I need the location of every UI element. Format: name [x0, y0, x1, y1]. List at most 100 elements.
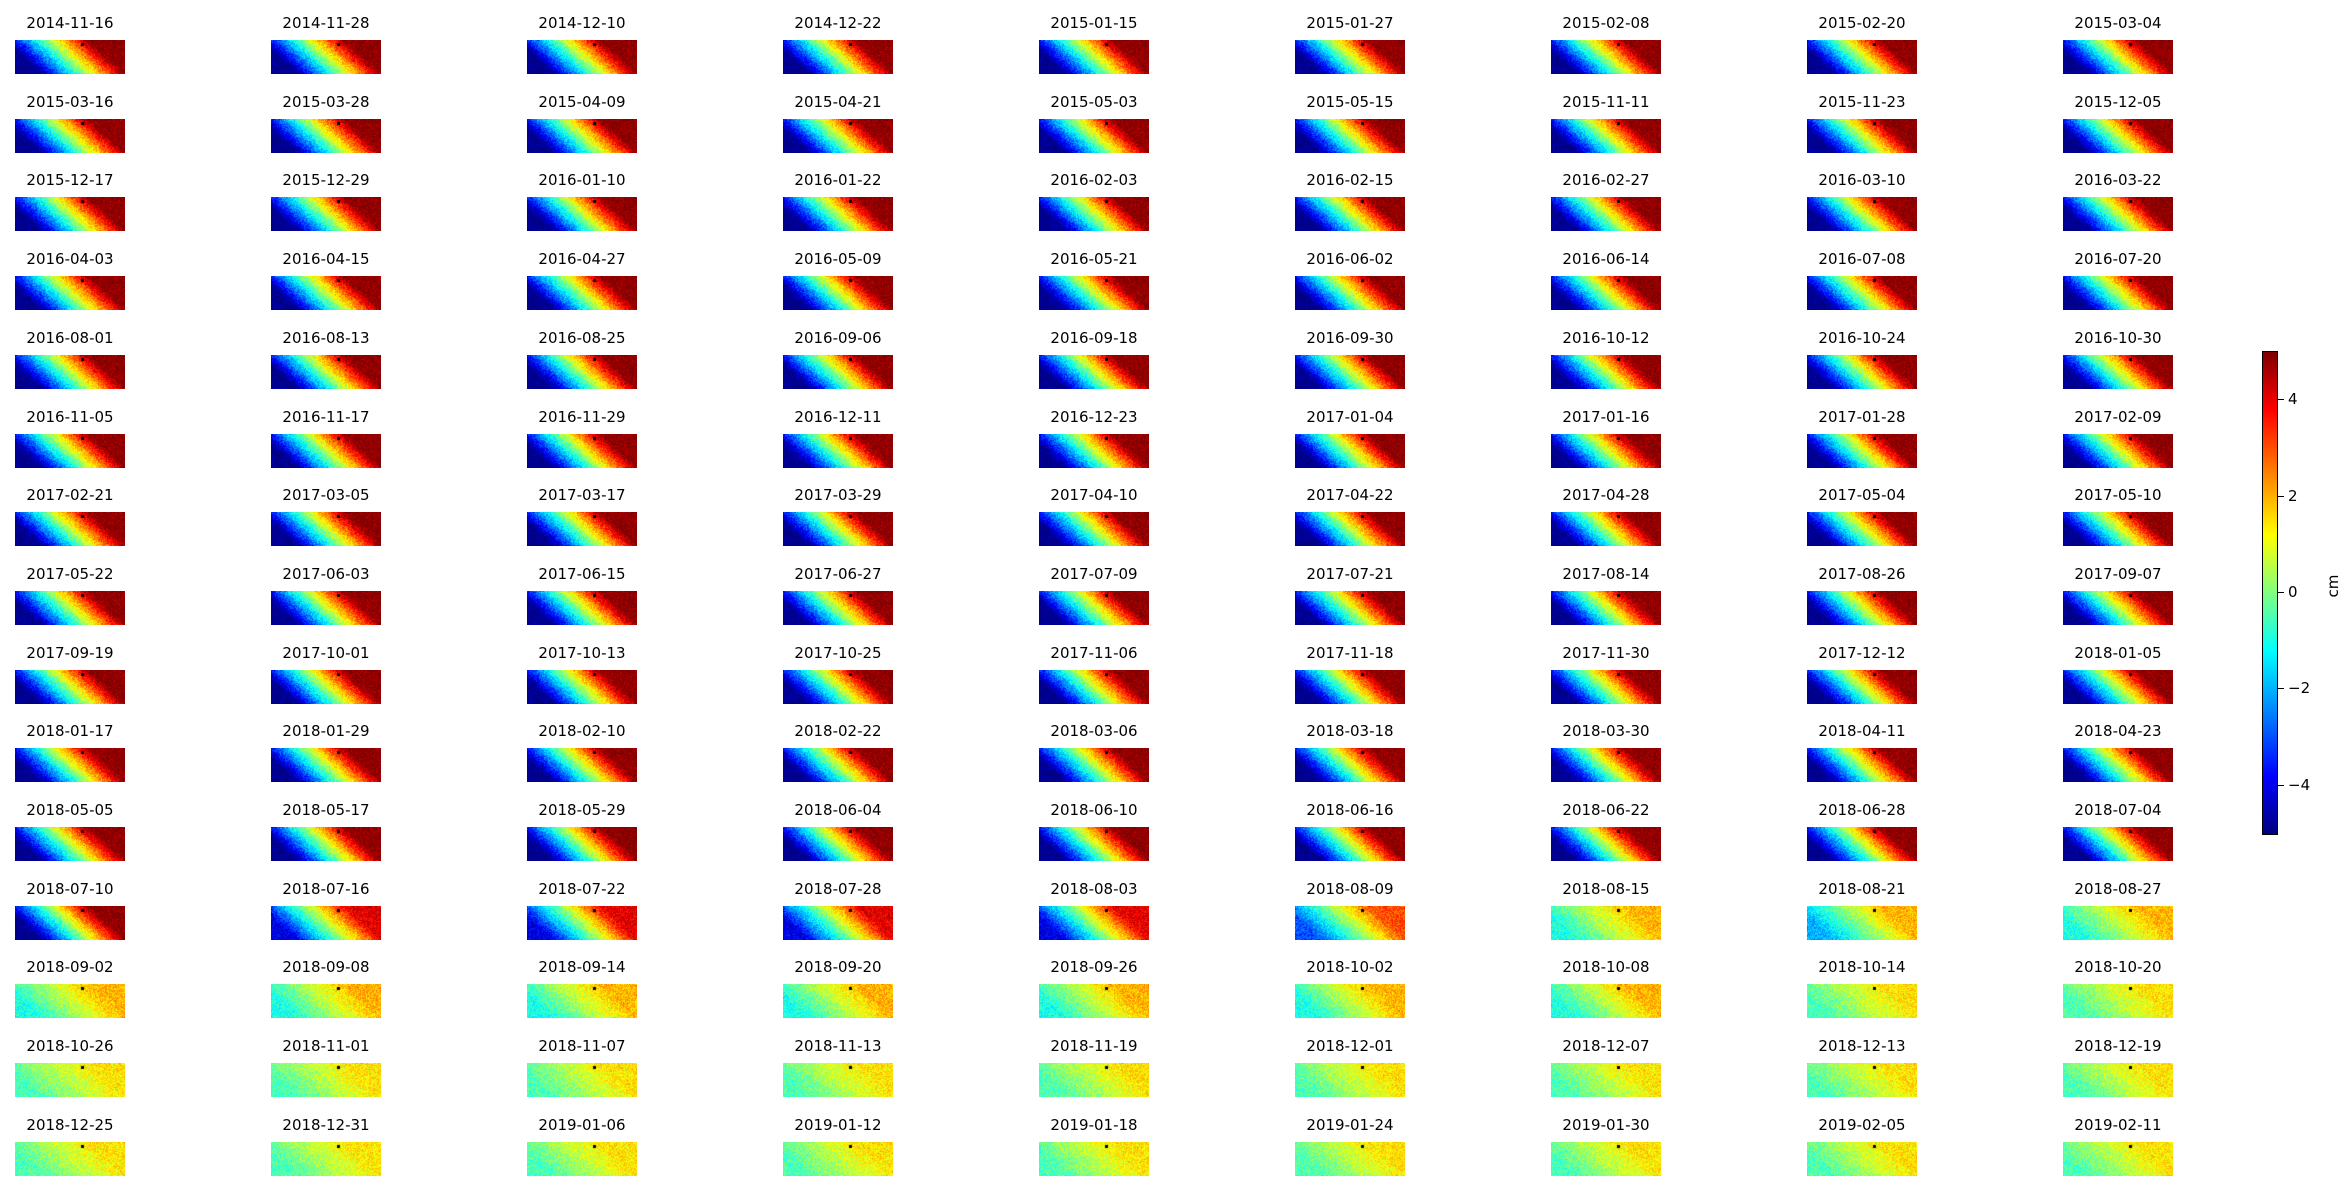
displacement-map — [1807, 118, 1917, 153]
panel-date-label: 2016-04-27 — [538, 250, 626, 269]
panel-date-label: 2015-04-09 — [538, 92, 626, 111]
panel: 2018-06-28 — [1807, 793, 2063, 873]
colorbar-unit-label: cm — [2324, 574, 2342, 598]
displacement-map — [1807, 276, 1917, 311]
displacement-map — [1295, 197, 1405, 232]
displacement-map — [783, 827, 893, 861]
panel: 2018-03-30 — [1551, 714, 1807, 794]
panel-date-label: 2016-02-15 — [1306, 171, 1394, 190]
panel-date-label: 2018-01-29 — [282, 722, 370, 741]
panel-date-label: 2019-01-06 — [538, 1115, 626, 1134]
panel: 2015-11-11 — [1551, 85, 1807, 165]
displacement-map — [1039, 984, 1149, 1019]
panel: 2018-06-16 — [1295, 793, 1551, 873]
panel: 2016-01-22 — [783, 163, 1039, 243]
displacement-map — [2063, 827, 2173, 861]
displacement-map — [527, 40, 637, 74]
panel-date-label: 2017-06-15 — [538, 564, 626, 583]
panel: 2016-09-30 — [1295, 321, 1551, 401]
panel: 2015-05-15 — [1295, 85, 1551, 165]
panel: 2017-03-29 — [783, 478, 1039, 558]
displacement-map — [2063, 197, 2173, 232]
panel-date-label: 2018-11-13 — [794, 1037, 882, 1056]
panel-date-label: 2016-10-30 — [2074, 328, 2162, 347]
displacement-map — [527, 984, 637, 1019]
panel-date-label: 2019-01-24 — [1306, 1115, 1394, 1134]
panel: 2015-11-23 — [1807, 85, 2063, 165]
displacement-map — [2063, 748, 2173, 783]
panel: 2018-07-10 — [15, 872, 271, 952]
displacement-map — [783, 1141, 893, 1176]
panel: 2014-12-22 — [783, 6, 1039, 86]
panel: 2017-02-21 — [15, 478, 271, 558]
panel-date-label: 2018-11-01 — [282, 1037, 370, 1056]
panel: 2018-11-19 — [1039, 1029, 1295, 1109]
displacement-map — [1807, 1063, 1917, 1098]
displacement-map — [1807, 197, 1917, 232]
panel-date-label: 2018-07-28 — [794, 879, 882, 898]
panel: 2017-06-03 — [271, 557, 527, 637]
panel: 2018-08-15 — [1551, 872, 1807, 952]
displacement-map — [1551, 590, 1661, 625]
panel: 2019-02-11 — [2063, 1108, 2319, 1188]
panel: 2018-07-16 — [271, 872, 527, 952]
panel-date-label: 2015-11-11 — [1562, 92, 1650, 111]
panel: 2015-05-03 — [1039, 85, 1295, 165]
displacement-map — [1807, 827, 1917, 861]
panel-date-label: 2018-06-28 — [1818, 801, 1906, 819]
panel-date-label: 2019-01-18 — [1050, 1115, 1138, 1134]
displacement-map — [271, 590, 381, 625]
panel: 2018-12-01 — [1295, 1029, 1551, 1109]
panel: 2016-08-25 — [527, 321, 783, 401]
displacement-map — [1551, 827, 1661, 861]
displacement-map — [1551, 984, 1661, 1019]
panel-date-label: 2017-04-22 — [1306, 486, 1394, 505]
displacement-map — [783, 984, 893, 1019]
panel-date-label: 2016-11-05 — [26, 407, 114, 426]
panel: 2018-06-22 — [1551, 793, 1807, 873]
panel: 2018-07-22 — [527, 872, 783, 952]
panel: 2016-11-05 — [15, 400, 271, 480]
panel-date-label: 2016-07-20 — [2074, 250, 2162, 269]
colorbar-tick-label: 4 — [2288, 390, 2298, 409]
panel-date-label: 2018-10-20 — [2074, 958, 2162, 977]
panel-date-label: 2018-06-10 — [1050, 801, 1138, 819]
panel: 2014-12-10 — [527, 6, 783, 86]
displacement-map — [1295, 669, 1405, 704]
colorbar-gradient — [2262, 351, 2278, 835]
panel: 2017-09-07 — [2063, 557, 2319, 637]
panel-date-label: 2016-11-29 — [538, 407, 626, 426]
panel-date-label: 2017-01-28 — [1818, 407, 1906, 426]
panel-date-label: 2018-09-26 — [1050, 958, 1138, 977]
displacement-map — [1295, 40, 1405, 74]
displacement-map — [527, 590, 637, 625]
panel-date-label: 2017-12-12 — [1818, 643, 1906, 662]
panel: 2016-04-27 — [527, 242, 783, 322]
panel: 2016-05-21 — [1039, 242, 1295, 322]
displacement-map — [1807, 984, 1917, 1019]
displacement-map — [1551, 748, 1661, 783]
displacement-map — [1551, 1063, 1661, 1098]
panel: 2018-06-10 — [1039, 793, 1295, 873]
panel-date-label: 2016-02-27 — [1562, 171, 1650, 190]
panel-date-label: 2018-08-09 — [1306, 879, 1394, 898]
panel-date-label: 2018-12-19 — [2074, 1037, 2162, 1056]
displacement-map — [2063, 905, 2173, 940]
panel-date-label: 2017-11-18 — [1306, 643, 1394, 662]
panel: 2014-11-16 — [15, 6, 271, 86]
panel-date-label: 2015-01-27 — [1306, 14, 1394, 32]
panel-date-label: 2018-06-22 — [1562, 801, 1650, 819]
panel: 2017-08-26 — [1807, 557, 2063, 637]
panel: 2018-11-07 — [527, 1029, 783, 1109]
displacement-map — [2063, 1141, 2173, 1176]
displacement-map — [1295, 354, 1405, 389]
panel-date-label: 2018-10-08 — [1562, 958, 1650, 977]
panel-date-label: 2018-07-04 — [2074, 801, 2162, 819]
displacement-map — [1807, 433, 1917, 468]
panel: 2017-06-27 — [783, 557, 1039, 637]
displacement-map — [527, 1141, 637, 1176]
displacement-map — [15, 197, 125, 232]
panel: 2018-12-13 — [1807, 1029, 2063, 1109]
displacement-map — [1295, 1063, 1405, 1098]
displacement-map — [15, 1141, 125, 1176]
